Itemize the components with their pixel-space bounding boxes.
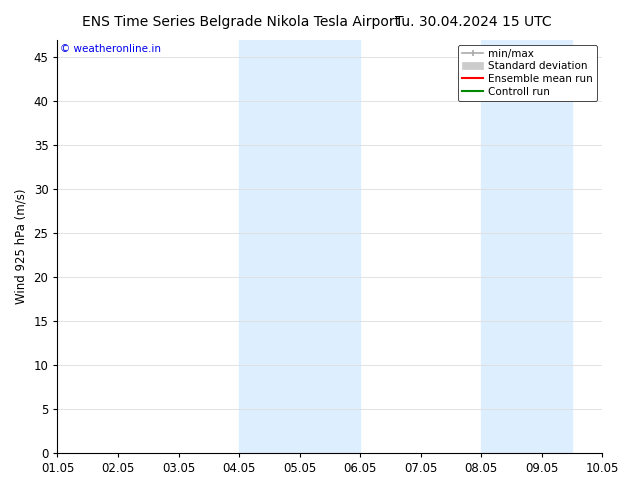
Text: © weatheronline.in: © weatheronline.in: [60, 44, 161, 53]
Bar: [239, 40, 360, 453]
Y-axis label: Wind 925 hPa (m/s): Wind 925 hPa (m/s): [15, 189, 28, 304]
Legend: min/max, Standard deviation, Ensemble mean run, Controll run: min/max, Standard deviation, Ensemble me…: [458, 45, 597, 101]
Text: ENS Time Series Belgrade Nikola Tesla Airport: ENS Time Series Belgrade Nikola Tesla Ai…: [82, 15, 401, 29]
Bar: [481, 40, 572, 453]
Text: Tu. 30.04.2024 15 UTC: Tu. 30.04.2024 15 UTC: [395, 15, 552, 29]
